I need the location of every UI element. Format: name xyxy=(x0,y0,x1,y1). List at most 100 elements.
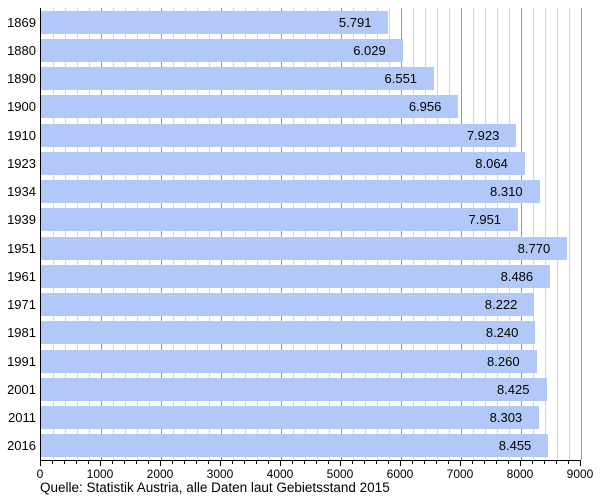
x-axis-minor-tick xyxy=(292,461,293,464)
population-bar: 8.770 xyxy=(41,236,568,260)
bar-row: 1961 8.486 xyxy=(7,262,581,290)
y-axis-category-label: 1951 xyxy=(7,240,36,256)
x-axis-tick-label: 2000 xyxy=(146,467,174,481)
minor-gridline xyxy=(173,8,174,460)
minor-gridline xyxy=(88,8,90,460)
bar-row: 1939 7.951 xyxy=(7,206,581,234)
bar-value-label: 5.791 xyxy=(338,14,372,30)
bar-value-label: 8.260 xyxy=(487,353,520,369)
y-axis-category-label: 1991 xyxy=(7,353,36,369)
x-axis-tick-label: 3000 xyxy=(206,467,234,481)
minor-gridline xyxy=(473,8,474,460)
bar-value-label: 6.551 xyxy=(384,71,418,87)
minor-gridline xyxy=(197,8,198,460)
x-axis-minor-tick xyxy=(484,461,485,464)
major-gridline xyxy=(101,8,102,460)
bar-row: 1934 8.310 xyxy=(7,178,581,206)
population-bar: 5.791 xyxy=(41,10,389,34)
minor-gridline xyxy=(413,8,414,460)
x-axis-minor-tick xyxy=(316,461,317,464)
x-axis-minor-tick xyxy=(63,461,65,464)
x-axis-tick-label: 0 xyxy=(36,467,44,481)
x-axis-major-tick xyxy=(580,461,581,466)
minor-gridline xyxy=(533,8,534,460)
bar-row: 1971 8.222 xyxy=(7,291,581,319)
x-axis-minor-tick xyxy=(448,461,449,464)
x-axis-major-tick xyxy=(40,461,41,466)
minor-gridline xyxy=(113,8,114,460)
population-bar: 8.310 xyxy=(41,180,540,204)
minor-gridline xyxy=(245,8,246,460)
population-bar: 7.923 xyxy=(41,123,517,147)
x-axis-minor-tick xyxy=(208,461,209,464)
y-axis-category-label: 1934 xyxy=(7,184,36,200)
bar-row: 1880 6.029 xyxy=(7,36,581,64)
major-gridline xyxy=(161,8,162,460)
x-axis-minor-tick xyxy=(364,461,365,464)
minor-gridline xyxy=(257,8,258,460)
x-axis-major-tick xyxy=(160,461,161,466)
population-bar: 8.425 xyxy=(41,377,547,401)
x-axis-minor-tick xyxy=(76,461,77,464)
minor-gridline xyxy=(52,8,54,460)
minor-gridline xyxy=(485,8,486,460)
x-axis-major-tick xyxy=(100,461,101,466)
x-axis-minor-tick xyxy=(568,461,569,464)
bar-value-label: 8.455 xyxy=(498,438,532,454)
x-axis: 0 1000 2000 3000 4000 5000 6000 7000 8000 9000 xyxy=(36,461,593,491)
bar-row: 1951 8.770 xyxy=(7,234,581,262)
y-axis-category-label: 1900 xyxy=(7,99,36,115)
x-axis-minor-tick xyxy=(244,461,245,464)
x-axis-major-tick xyxy=(460,461,461,466)
major-gridline xyxy=(281,8,282,460)
bar-row: 2016 8.455 xyxy=(7,432,581,460)
x-axis-minor-tick xyxy=(376,461,377,464)
y-axis-category-label: 1923 xyxy=(7,155,36,171)
y-axis-category-label: 1880 xyxy=(7,42,36,58)
x-axis-minor-tick xyxy=(532,461,533,464)
population-bar: 6.029 xyxy=(41,38,403,62)
bar-row: 1923 8.064 xyxy=(7,149,581,177)
bar-value-label: 8.486 xyxy=(500,268,534,284)
minor-gridline xyxy=(329,8,330,460)
x-axis-minor-tick xyxy=(304,461,305,464)
x-axis-minor-tick xyxy=(388,461,389,464)
minor-gridline xyxy=(437,8,438,460)
minor-gridline xyxy=(269,8,270,460)
x-axis-major-tick xyxy=(220,461,221,466)
x-axis-tick-label: 1000 xyxy=(86,467,114,481)
major-gridline xyxy=(581,8,582,460)
x-axis-minor-tick xyxy=(436,461,437,464)
minor-gridline xyxy=(353,8,354,460)
x-axis-tick-label: 8000 xyxy=(506,467,534,481)
minor-gridline xyxy=(425,8,426,460)
y-axis-category-label: 1910 xyxy=(7,127,36,143)
x-axis-minor-tick xyxy=(424,461,425,464)
minor-gridline xyxy=(185,8,186,460)
plot-area: 1869 5.791 1880 6.029 1890 6.551 1900 6.956 1910… xyxy=(7,8,582,461)
minor-gridline xyxy=(557,8,558,460)
major-gridline xyxy=(401,8,402,460)
minor-gridline xyxy=(365,8,366,460)
x-axis-minor-tick xyxy=(51,461,53,464)
bar-value-label: 7.923 xyxy=(466,127,500,143)
y-axis-category-label: 1971 xyxy=(7,297,36,313)
y-axis-category-label: 1869 xyxy=(7,14,36,30)
x-axis-minor-tick xyxy=(136,461,137,464)
minor-gridline xyxy=(233,8,234,460)
x-axis-minor-tick xyxy=(556,461,557,464)
x-axis-minor-tick xyxy=(148,461,149,464)
x-axis-minor-tick xyxy=(112,461,113,464)
minor-gridline xyxy=(305,8,306,460)
x-axis-minor-tick xyxy=(172,461,173,464)
x-axis-minor-tick xyxy=(352,461,353,464)
minor-gridline xyxy=(509,8,510,460)
population-bar: 8.260 xyxy=(41,349,537,373)
bar-row: 2001 8.425 xyxy=(7,375,581,403)
minor-gridline xyxy=(209,8,210,460)
x-axis-minor-tick xyxy=(87,461,89,464)
population-bar: 8.240 xyxy=(41,321,536,345)
x-axis-minor-tick xyxy=(232,461,233,464)
x-axis-minor-tick xyxy=(196,461,197,464)
x-axis-tick-label: 6000 xyxy=(386,467,414,481)
